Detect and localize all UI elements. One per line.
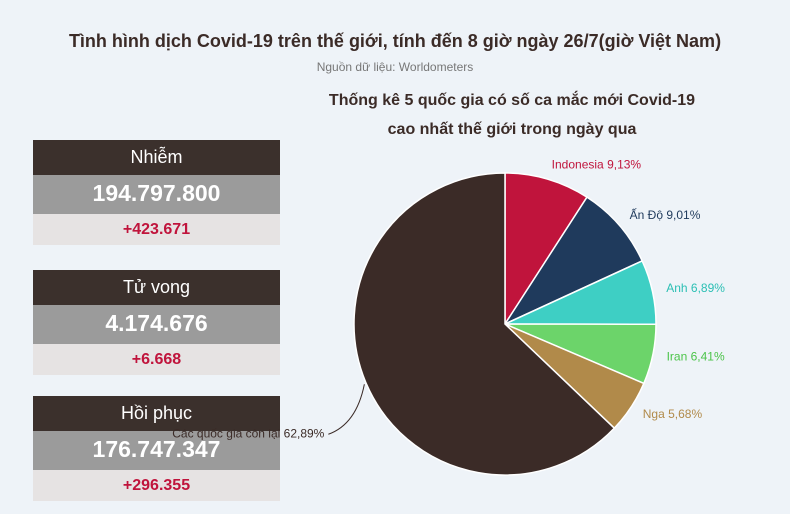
card-label: Nhiễm: [130, 146, 182, 167]
chart-title: cao nhất thế giới trong ngày qua: [388, 121, 637, 138]
slice-value: 6,89%: [691, 281, 725, 295]
slice-name: Anh: [666, 281, 687, 295]
card-total-bg: [33, 175, 280, 214]
leader-line: [328, 384, 365, 435]
card-header: [33, 270, 280, 305]
card-total: 194.797.800: [93, 180, 221, 206]
card-total: 4.174.676: [105, 310, 207, 336]
slice-value: 9,01%: [666, 208, 700, 222]
card-change: +423.671: [123, 221, 190, 238]
slice-value: 62,89%: [284, 426, 325, 440]
slice-label: Anh 6,89%: [666, 281, 725, 295]
slice-name: Các quốc gia còn lại: [172, 426, 280, 440]
slice-label: Indonesia 9,13%: [552, 158, 642, 172]
card-label: Hồi phục: [121, 403, 192, 423]
card-change: +296.355: [123, 477, 190, 494]
source: Nguồn dữ liệu: Worldometers: [317, 60, 474, 74]
card-label: Tử vong: [123, 277, 190, 297]
chart-title: Thống kê 5 quốc gia có số ca mắc mới Cov…: [329, 90, 695, 109]
card-header: [33, 396, 280, 431]
card-change: +6.668: [132, 351, 181, 368]
slice-name: Ấn Độ: [630, 207, 664, 222]
slice-label: Ấn Độ 9,01%: [630, 207, 701, 222]
pie-slice: [502, 196, 644, 326]
pie-slice: [504, 172, 588, 327]
card-total-bg: [33, 305, 280, 344]
slice-label: Iran 6,41%: [667, 349, 725, 363]
slice-value: 6,41%: [691, 349, 725, 363]
card-change-bg: [33, 344, 280, 375]
card-change-bg: [33, 470, 280, 501]
slice-value: 9,13%: [607, 158, 641, 172]
title: Tình hình dịch Covid-19 trên thế giới, t…: [69, 31, 721, 51]
slice-name: Iran: [667, 349, 688, 363]
slice-label: Các quốc gia còn lại 62,89%: [172, 426, 324, 440]
card-header: [33, 140, 280, 175]
slice-name: Indonesia: [552, 158, 604, 172]
slice-label: Nga 5,68%: [643, 407, 703, 421]
slice-name: Nga: [643, 407, 665, 421]
card-change-bg: [33, 214, 280, 245]
pie-slice: [353, 172, 616, 476]
card-total-bg: [33, 431, 280, 470]
card-total: 176.747.347: [93, 436, 221, 462]
slice-value: 5,68%: [668, 407, 702, 421]
